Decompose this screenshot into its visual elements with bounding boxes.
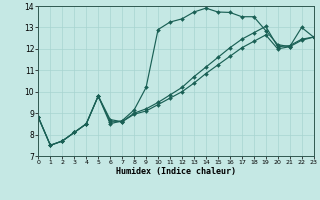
X-axis label: Humidex (Indice chaleur): Humidex (Indice chaleur) bbox=[116, 167, 236, 176]
